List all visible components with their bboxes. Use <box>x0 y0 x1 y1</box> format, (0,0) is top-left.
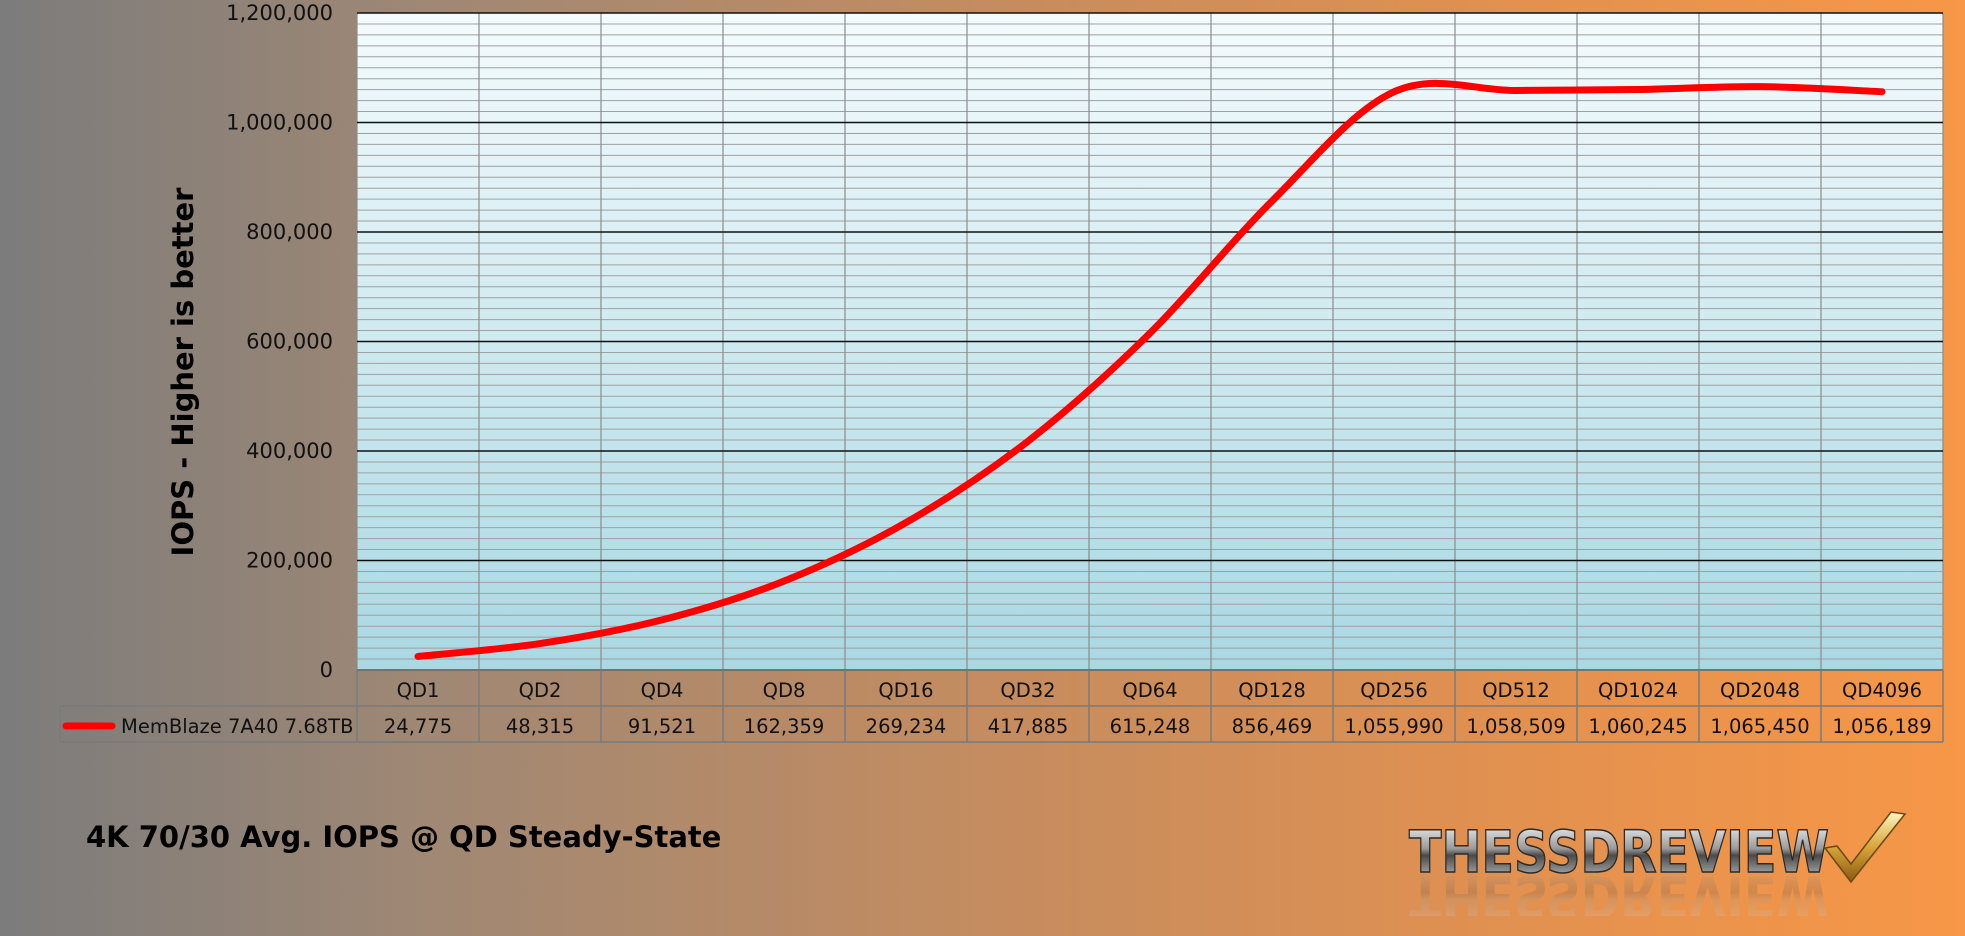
data-value-label: 1,060,245 <box>1588 715 1687 738</box>
x-category-label: QD8 <box>763 679 806 702</box>
legend-series-name: MemBlaze 7A40 7.68TB <box>121 715 353 738</box>
grid <box>356 12 1944 671</box>
y-tick-label: 600,000 <box>246 330 333 354</box>
x-category-label: QD512 <box>1482 679 1550 702</box>
y-axis-label: IOPS - Higher is better <box>166 187 200 557</box>
x-category-label: QD32 <box>1000 679 1055 702</box>
x-category-label: QD128 <box>1238 679 1306 702</box>
data-value-label: 1,056,189 <box>1832 715 1931 738</box>
y-tick-label: 0 <box>320 658 333 682</box>
data-value-label: 417,885 <box>988 715 1069 738</box>
x-category-label: QD2048 <box>1720 679 1800 702</box>
chart-title: 4K 70/30 Avg. IOPS @ QD Steady-State <box>86 820 722 854</box>
x-category-label: QD1024 <box>1598 679 1678 702</box>
x-category-label: QD2 <box>519 679 562 702</box>
data-value-label: 91,521 <box>628 715 696 738</box>
y-tick-label: 400,000 <box>246 439 333 463</box>
y-tick-label: 200,000 <box>246 549 333 573</box>
y-axis-ticks: 0 200,000 400,000 600,000 800,000 1,000,000 1,… <box>226 1 333 682</box>
data-value-label: 48,315 <box>506 715 574 738</box>
x-category-label: QD4 <box>641 679 684 702</box>
x-category-label: QD4096 <box>1842 679 1922 702</box>
logo: THESSDREVIEW THESSDREVIEW <box>1408 811 1907 916</box>
x-category-label: QD16 <box>878 679 933 702</box>
data-value-label: 856,469 <box>1232 715 1313 738</box>
data-value-label: 24,775 <box>384 715 452 738</box>
checkmark-icon <box>1823 811 1907 884</box>
data-table: QD1 QD2 QD4 QD8 QD16 QD32 QD64 QD128 QD256 QD512 Q… <box>59 669 1944 743</box>
data-value-label: 1,065,450 <box>1710 715 1809 738</box>
logo-reflection: THESSDREVIEW <box>1409 862 1829 916</box>
series-lines <box>414 79 1886 660</box>
y-tick-label: 800,000 <box>246 220 333 244</box>
logo-text: THESSDREVIEW <box>1409 818 1829 886</box>
y-tick-label: 1,200,000 <box>226 1 333 25</box>
x-category-label: QD64 <box>1122 679 1177 702</box>
data-value-label: 1,058,509 <box>1466 715 1565 738</box>
x-category-label: QD256 <box>1360 679 1428 702</box>
data-value-label: 269,234 <box>866 715 947 738</box>
y-tick-label: 1,000,000 <box>226 111 333 135</box>
data-value-label: 1,055,990 <box>1344 715 1443 738</box>
data-value-label: 615,248 <box>1110 715 1191 738</box>
data-value-label: 162,359 <box>744 715 825 738</box>
x-category-label: QD1 <box>397 679 440 702</box>
